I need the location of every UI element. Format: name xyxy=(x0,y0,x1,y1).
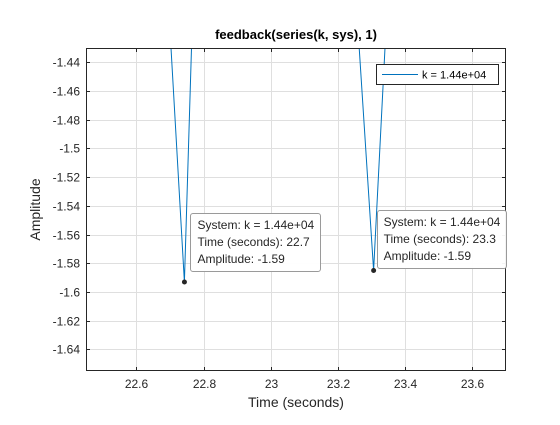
datatip-box[interactable]: System: k = 1.44e+04 Time (seconds): 23.… xyxy=(376,209,508,269)
y-tick-label: -1.54 xyxy=(53,200,81,214)
y-tick-label: -1.56 xyxy=(53,229,81,243)
datatip-time-line: Time (seconds): 22.7 xyxy=(197,234,310,249)
datatip-marker xyxy=(181,279,187,285)
legend-entry-label: k = 1.44e+04 xyxy=(422,70,486,82)
x-tick-label: 22.8 xyxy=(193,377,217,391)
datatip-marker xyxy=(371,268,377,274)
datatip-box[interactable]: System: k = 1.44e+04 Time (seconds): 22.… xyxy=(190,212,322,272)
axis-ticks: 22.6 22.8 23 23.2 23.4 23.6 -1.44 -1.46 -1.48 -1.… xyxy=(53,48,506,391)
y-tick-label: -1.58 xyxy=(53,257,81,271)
legend[interactable]: k = 1.44e+04 xyxy=(376,64,499,85)
y-axis-label: Amplitude xyxy=(27,178,43,240)
x-tick-label: 23.6 xyxy=(461,377,485,391)
y-tick-label: -1.64 xyxy=(53,343,81,357)
datatip-amplitude-line: Amplitude: -1.59 xyxy=(197,251,285,266)
x-axis-label: Time (seconds) xyxy=(248,394,344,410)
x-tick-label: 23.4 xyxy=(394,377,418,391)
datatip-system-line: System: k = 1.44e+04 xyxy=(383,214,501,229)
x-tick-label: 22.6 xyxy=(125,377,149,391)
x-tick-label: 23.2 xyxy=(327,377,351,391)
datatip-system-line: System: k = 1.44e+04 xyxy=(197,217,315,232)
y-tick-label: -1.46 xyxy=(53,85,81,99)
y-tick-label: -1.5 xyxy=(59,142,80,156)
datatip-markers xyxy=(181,268,377,285)
legend-box xyxy=(376,64,499,85)
x-tick-label: 23 xyxy=(265,377,279,391)
y-tick-label: -1.44 xyxy=(53,56,81,70)
y-tick-label: -1.6 xyxy=(59,286,80,300)
datatip-time-line: Time (seconds): 23.3 xyxy=(383,231,496,246)
y-tick-label: -1.62 xyxy=(53,315,81,329)
y-tick-label: -1.48 xyxy=(53,114,81,128)
datatip-amplitude-line: Amplitude: -1.59 xyxy=(383,248,471,263)
y-tick-label: -1.52 xyxy=(53,171,81,185)
chart-title: feedback(series(k, sys), 1) xyxy=(215,27,377,42)
